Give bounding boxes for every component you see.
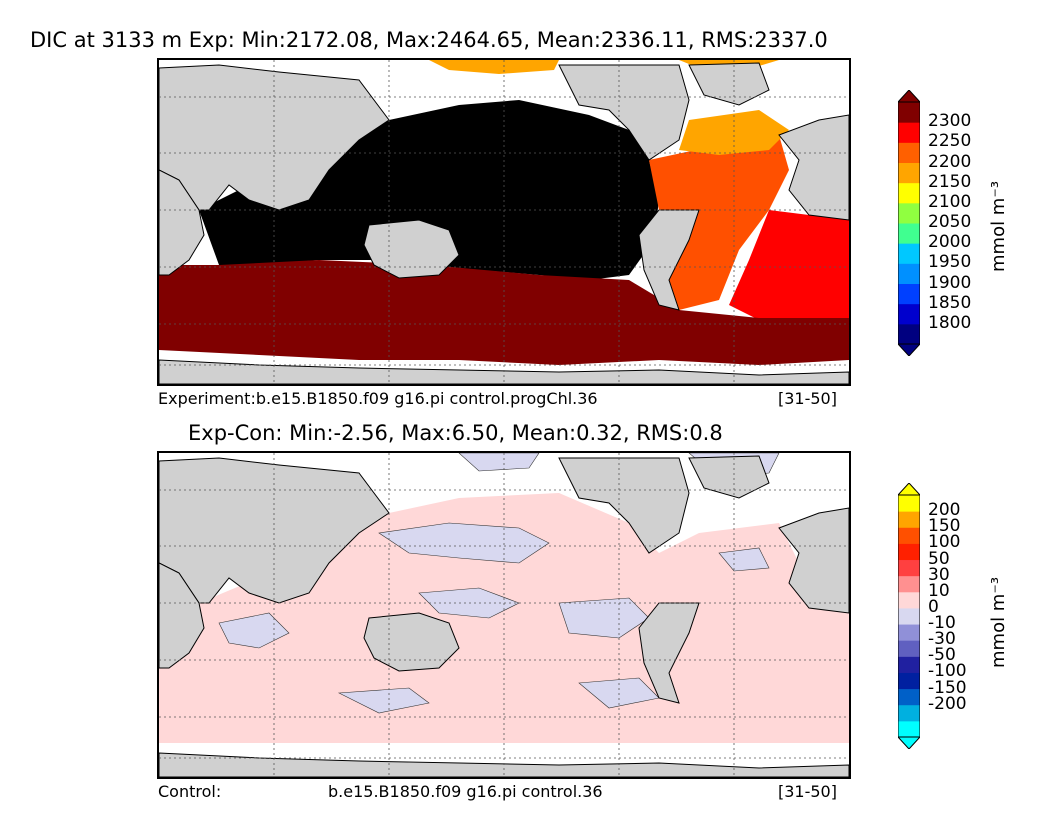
- top-colorbar-segment: [898, 243, 920, 264]
- top-map-canvas: [159, 60, 849, 384]
- top-colorbar-segment: [898, 263, 920, 284]
- map-graticule: [159, 60, 849, 384]
- map-graticule-bottom: [159, 453, 849, 777]
- top-colorbar-tick-label: 2200: [928, 151, 972, 172]
- bottom-colorbar-tick-label: 100: [928, 532, 961, 553]
- bottom-colorbar-segment: [898, 527, 920, 544]
- bottom-colorbar-tick-label: -150: [928, 677, 967, 698]
- south-atlantic-red-region: [729, 210, 849, 320]
- bottom-colorbar-segment: [898, 591, 920, 609]
- top-colorbar: [898, 90, 920, 356]
- top-colorbar-segments: [898, 102, 920, 345]
- bottom-colorbar-segment: [898, 607, 920, 625]
- bottom-colorbar-tick-label: 10: [928, 580, 950, 601]
- bottom-colorbar-segment: [898, 720, 920, 738]
- bottom-colorbar-tick-label: -30: [928, 629, 956, 650]
- top-colorbar-segment: [898, 283, 920, 305]
- bottom-colorbar-segment: [898, 640, 920, 657]
- top-colorbar-tick-label: 2300: [928, 111, 972, 132]
- top-colorbar-tick-label: 1900: [928, 272, 972, 293]
- bottom-colorbar-segment: [898, 511, 920, 528]
- bottom-colorbar-segment: [898, 704, 920, 722]
- north-atlantic-region: [679, 110, 789, 155]
- top-colorbar-segment: [898, 122, 920, 143]
- bottom-period-caption: [31-50]: [778, 782, 837, 801]
- bottom-control-run-caption: b.e15.B1850.f09 g16.pi control.36: [328, 782, 603, 801]
- bottom-difference-map: [157, 451, 851, 779]
- bottom-map-title: Exp-Con: Min:-2.56, Max:6.50, Mean:0.32,…: [188, 421, 723, 445]
- bottom-colorbar-tick-label: 30: [928, 564, 950, 585]
- top-experiment-caption: Experiment:b.e15.B1850.f09 g16.pi contro…: [158, 389, 598, 408]
- bottom-colorbar-segment: [898, 575, 920, 593]
- southern-ocean-region: [159, 260, 849, 365]
- bottom-colorbar: [898, 483, 920, 749]
- top-colorbar-segment: [898, 162, 920, 184]
- bottom-colorbar-segment: [898, 688, 920, 706]
- top-colorbar-tick-label: 2100: [928, 191, 972, 212]
- top-colorbar-tick-label: 2050: [928, 212, 972, 232]
- atlantic-orange-region: [649, 135, 789, 310]
- bottom-colorbar-segment: [898, 624, 920, 641]
- top-unit-label: mmol m⁻³: [988, 180, 1009, 272]
- top-colorbar-segment: [898, 142, 920, 163]
- pacific-indian-core-region: [199, 100, 659, 280]
- bottom-colorbar-tick-label: 0: [928, 596, 939, 617]
- land-masses-bottom: [159, 455, 849, 777]
- top-colorbar-tick-label: 1850: [928, 292, 972, 313]
- bottom-colorbar-segments: [898, 495, 920, 738]
- top-colorbar-tick-label: 2000: [928, 232, 972, 253]
- top-colorbar-segment: [898, 223, 920, 244]
- bottom-colorbar-segment: [898, 543, 920, 561]
- bottom-colorbar-segment: [898, 495, 920, 512]
- bottom-map-canvas: [159, 453, 849, 777]
- top-map-title: DIC at 3133 m Exp: Min:2172.08, Max:2464…: [30, 28, 828, 52]
- bottom-colorbar-tick-label: 150: [928, 516, 961, 537]
- bottom-colorbar-segment: [898, 672, 920, 690]
- top-dic-map: [157, 58, 851, 386]
- top-colorbar-segment: [898, 323, 920, 345]
- top-colorbar-tick-label: 1800: [928, 312, 972, 333]
- bottom-colorbar-tick-label: -100: [928, 661, 967, 682]
- top-colorbar-segment: [898, 303, 920, 325]
- bottom-unit-label: mmol m⁻³: [988, 576, 1009, 668]
- bottom-colorbar-tick-label: -50: [928, 645, 956, 666]
- bottom-control-caption: Control:: [158, 782, 222, 801]
- top-colorbar-segment: [898, 182, 920, 204]
- top-colorbar-tick-label: 2150: [928, 171, 972, 192]
- top-colorbar-segment: [898, 102, 920, 123]
- bottom-colorbar-segment: [898, 559, 920, 577]
- bottom-colorbar-tick-label: -200: [928, 693, 967, 714]
- arctic-orange-region: [429, 60, 559, 74]
- bottom-colorbar-tick-label: 50: [928, 548, 950, 569]
- bottom-colorbar-tick-label: -10: [928, 613, 956, 634]
- bottom-colorbar-tick-label: 200: [928, 500, 961, 521]
- top-colorbar-segment: [898, 202, 920, 224]
- top-colorbar-tick-label: 1950: [928, 252, 972, 273]
- bottom-colorbar-segment: [898, 656, 920, 673]
- top-colorbar-tick-label: 2250: [928, 131, 972, 152]
- top-period-caption: [31-50]: [778, 389, 837, 408]
